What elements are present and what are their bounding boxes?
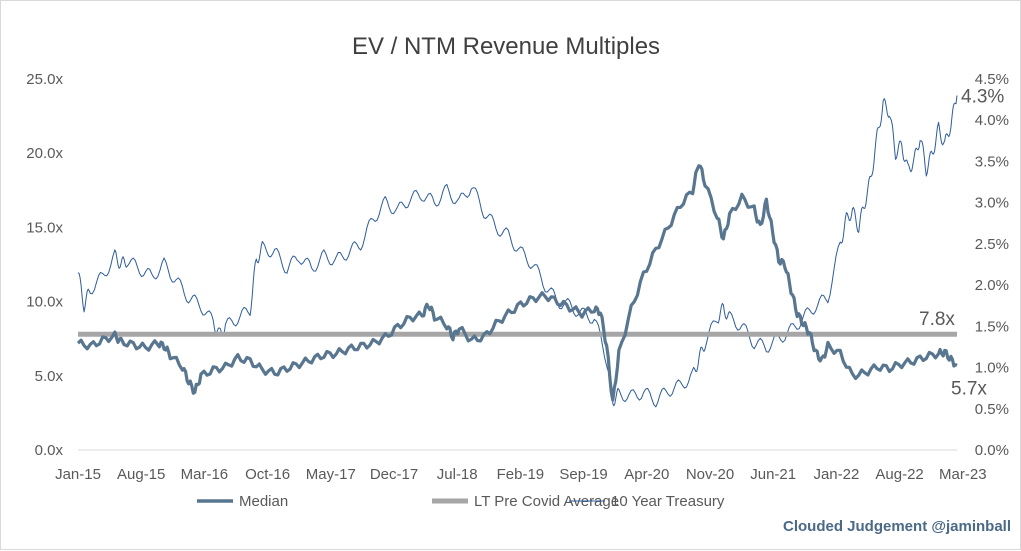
x-tick-label: Apr-20 [624, 466, 669, 483]
right-tick-label: 4.5% [975, 71, 1009, 88]
x-tick-label: Aug-22 [875, 466, 923, 483]
right-tick-label: 2.0% [975, 277, 1009, 294]
x-tick-label: Jun-21 [750, 466, 796, 483]
left-tick-label: 5.0x [35, 368, 64, 385]
right-axis: 0.0% 0.5% 1.0% 1.5% 2.0% 2.5% 3.0% 3.5% 4.0% 4.5% [975, 71, 1009, 459]
left-tick-label: 25.0x [26, 71, 63, 88]
left-tick-label: 20.0x [26, 145, 63, 162]
series-line-10-year-treasury [77, 95, 958, 408]
legend-label: LT Pre Covid Average [474, 493, 619, 510]
x-tick-label: Nov-20 [686, 466, 734, 483]
right-tick-label: 3.5% [975, 153, 1009, 170]
legend-item: Median [197, 493, 288, 510]
treasury-last-label: 4.3% [961, 86, 1004, 107]
right-tick-label: 4.0% [975, 112, 1009, 129]
legend-item: 10 Year Treasury [569, 493, 725, 510]
right-tick-label: 0.0% [975, 442, 1009, 459]
x-tick-label: Dec-17 [370, 466, 418, 483]
x-tick-label: Oct-16 [245, 466, 290, 483]
x-tick-label: Jan-15 [55, 466, 101, 483]
right-tick-label: 1.5% [975, 318, 1009, 335]
x-tick-label: Jan-22 [813, 466, 859, 483]
x-tick-label: Aug-15 [117, 466, 165, 483]
x-tick-label: Feb-19 [497, 466, 545, 483]
x-tick-label: Sep-19 [559, 466, 607, 483]
left-axis: 0.0x 5.0x 10.0x 15.0x 20.0x 25.0x [26, 71, 63, 459]
credit-text: Clouded Judgement @jaminball [783, 518, 1011, 535]
legend-label: Median [239, 493, 288, 510]
average-label: 7.8x [919, 309, 955, 330]
x-tick-label: Mar-23 [939, 466, 987, 483]
x-axis: Jan-15 Aug-15 Mar-16 Oct-16 May-17 Dec-17 Jul-… [55, 466, 986, 483]
legend-label: 10 Year Treasury [611, 493, 725, 510]
legend-item: LT Pre Covid Average [432, 493, 619, 510]
right-tick-label: 1.0% [975, 360, 1009, 377]
series-line-median [76, 164, 958, 402]
plot-area [76, 95, 958, 408]
left-tick-label: 0.0x [35, 442, 64, 459]
left-tick-label: 10.0x [26, 294, 63, 311]
chart-title: EV / NTM Revenue Multiples [352, 33, 660, 60]
x-tick-label: Mar-16 [181, 466, 229, 483]
median-last-label: 5.7x [951, 378, 987, 399]
x-tick-label: May-17 [306, 466, 356, 483]
right-tick-label: 2.5% [975, 236, 1009, 253]
right-tick-label: 3.0% [975, 195, 1009, 212]
right-tick-label: 0.5% [975, 401, 1009, 418]
left-tick-label: 15.0x [26, 219, 63, 236]
x-tick-label: Jul-18 [437, 466, 478, 483]
